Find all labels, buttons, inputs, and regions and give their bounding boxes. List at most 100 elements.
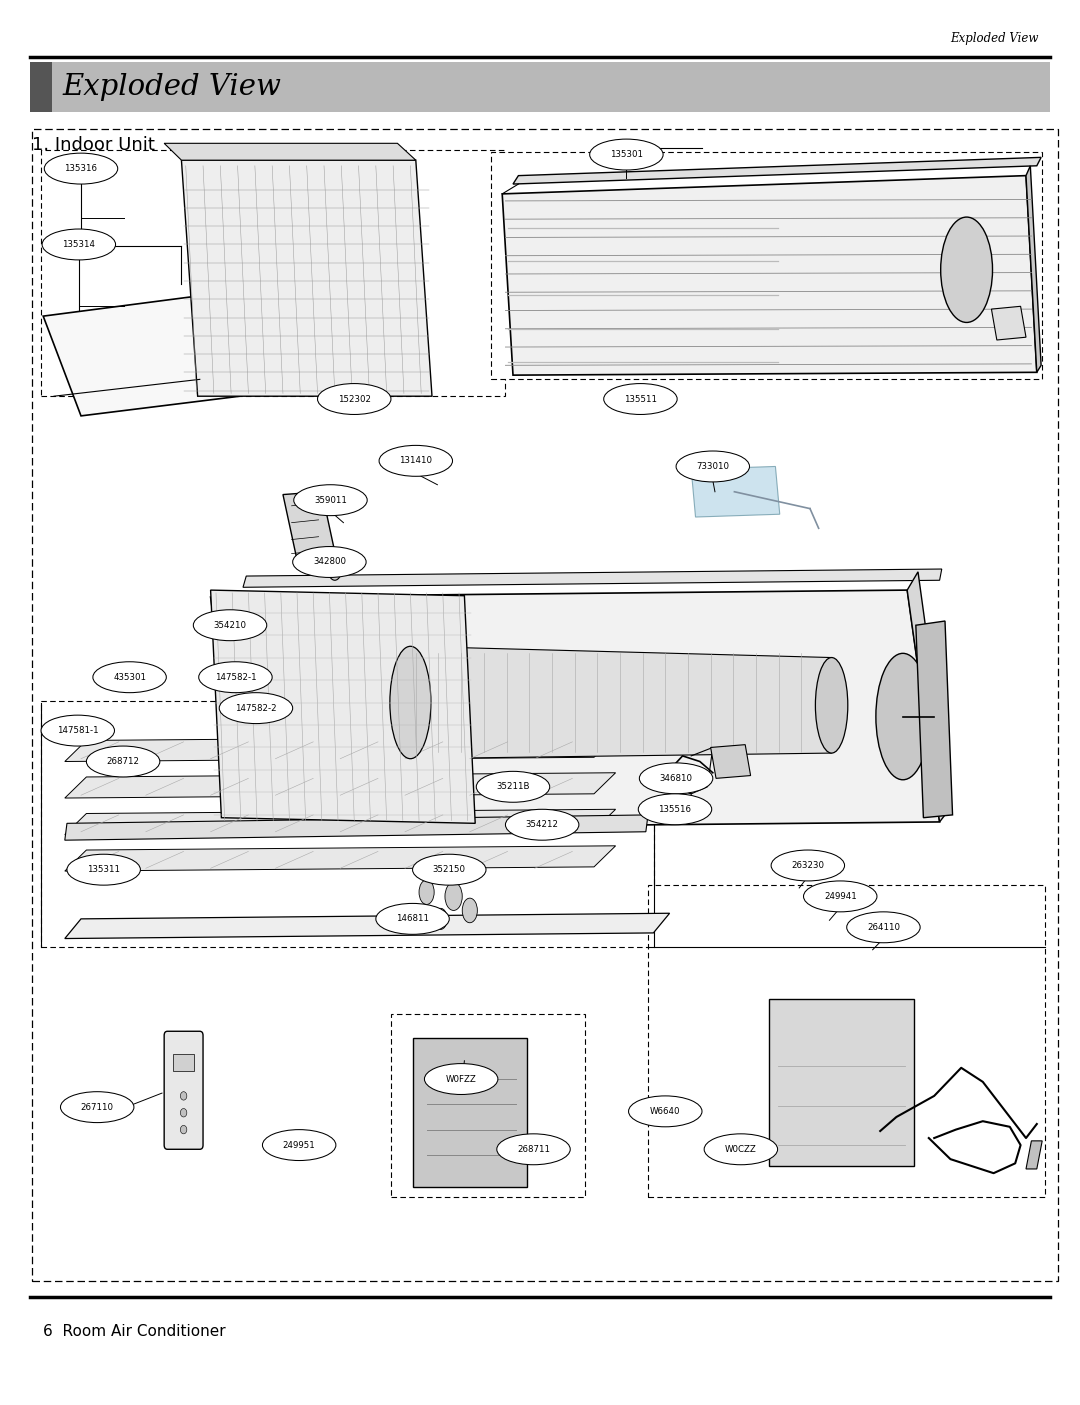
Text: Exploded View: Exploded View (63, 73, 282, 101)
Ellipse shape (44, 153, 118, 184)
Ellipse shape (629, 1096, 702, 1127)
Ellipse shape (93, 662, 166, 693)
Text: 264110: 264110 (867, 923, 900, 932)
Text: W0FZZ: W0FZZ (446, 1075, 476, 1083)
Ellipse shape (86, 746, 160, 777)
Polygon shape (711, 745, 751, 778)
Polygon shape (502, 176, 1037, 375)
Text: 135311: 135311 (87, 865, 120, 874)
FancyBboxPatch shape (30, 62, 52, 112)
Text: 135314: 135314 (63, 240, 95, 249)
FancyBboxPatch shape (164, 1031, 203, 1149)
Ellipse shape (505, 809, 579, 840)
Polygon shape (991, 306, 1026, 340)
Polygon shape (65, 815, 648, 840)
Text: 342800: 342800 (313, 558, 346, 566)
Text: 135301: 135301 (610, 150, 643, 159)
FancyBboxPatch shape (491, 152, 1042, 379)
Ellipse shape (639, 763, 713, 794)
Ellipse shape (180, 1125, 187, 1134)
Polygon shape (65, 736, 616, 762)
Polygon shape (513, 157, 1041, 184)
Polygon shape (410, 646, 832, 759)
Ellipse shape (180, 1109, 187, 1117)
Polygon shape (243, 569, 942, 587)
Text: W6640: W6640 (650, 1107, 680, 1116)
Text: 267110: 267110 (81, 1103, 113, 1111)
Polygon shape (43, 295, 240, 416)
Text: 147581-1: 147581-1 (57, 726, 98, 735)
Ellipse shape (638, 794, 712, 825)
Text: 435301: 435301 (113, 673, 146, 681)
Ellipse shape (434, 909, 447, 930)
Ellipse shape (941, 216, 993, 322)
Ellipse shape (180, 1092, 187, 1100)
FancyBboxPatch shape (41, 701, 654, 947)
Text: 268711: 268711 (517, 1145, 550, 1154)
Text: 131410: 131410 (400, 457, 432, 465)
Ellipse shape (390, 646, 431, 759)
Polygon shape (181, 160, 432, 396)
Polygon shape (211, 590, 940, 829)
Polygon shape (65, 846, 616, 871)
Polygon shape (1026, 166, 1041, 372)
Text: 352150: 352150 (433, 865, 465, 874)
FancyBboxPatch shape (769, 999, 914, 1166)
Text: 263230: 263230 (792, 861, 824, 870)
Ellipse shape (219, 693, 293, 724)
Polygon shape (1026, 1141, 1042, 1169)
Text: 147582-2: 147582-2 (235, 704, 276, 712)
Ellipse shape (193, 610, 267, 641)
Text: 354210: 354210 (214, 621, 246, 629)
Ellipse shape (424, 1064, 498, 1094)
Text: 1. Indoor Unit: 1. Indoor Unit (32, 136, 156, 155)
Ellipse shape (676, 451, 750, 482)
Ellipse shape (41, 715, 114, 746)
Ellipse shape (293, 547, 366, 577)
Text: 135516: 135516 (659, 805, 691, 813)
Ellipse shape (497, 1134, 570, 1165)
Text: 135511: 135511 (624, 395, 657, 403)
Ellipse shape (379, 445, 453, 476)
Ellipse shape (704, 1134, 778, 1165)
Ellipse shape (262, 1130, 336, 1161)
Polygon shape (691, 466, 780, 517)
Ellipse shape (590, 139, 663, 170)
Ellipse shape (199, 662, 272, 693)
Text: 146811: 146811 (396, 915, 429, 923)
Text: 249951: 249951 (283, 1141, 315, 1149)
Text: 6  Room Air Conditioner: 6 Room Air Conditioner (43, 1325, 226, 1339)
Ellipse shape (771, 850, 845, 881)
Ellipse shape (294, 485, 367, 516)
Ellipse shape (42, 229, 116, 260)
Polygon shape (173, 1054, 194, 1071)
Ellipse shape (847, 912, 920, 943)
Ellipse shape (604, 384, 677, 414)
Ellipse shape (318, 384, 391, 414)
Ellipse shape (60, 1092, 134, 1123)
Text: 359011: 359011 (314, 496, 347, 504)
Ellipse shape (327, 552, 342, 580)
Ellipse shape (413, 854, 486, 885)
Ellipse shape (804, 881, 877, 912)
Ellipse shape (376, 903, 449, 934)
Text: 35211B: 35211B (496, 783, 530, 791)
Polygon shape (907, 572, 950, 822)
Polygon shape (283, 492, 337, 565)
Polygon shape (916, 621, 953, 818)
FancyBboxPatch shape (30, 62, 1050, 112)
Ellipse shape (419, 880, 434, 905)
Text: 354212: 354212 (526, 821, 558, 829)
FancyBboxPatch shape (391, 1014, 585, 1197)
Polygon shape (211, 590, 475, 823)
Ellipse shape (445, 882, 462, 910)
Text: 249941: 249941 (824, 892, 856, 901)
FancyBboxPatch shape (32, 129, 1058, 1281)
Polygon shape (65, 913, 670, 939)
Ellipse shape (815, 658, 848, 753)
FancyBboxPatch shape (413, 1038, 527, 1187)
Ellipse shape (462, 898, 477, 923)
Text: 135316: 135316 (65, 164, 97, 173)
Text: 268712: 268712 (107, 757, 139, 766)
FancyBboxPatch shape (648, 885, 1045, 1197)
